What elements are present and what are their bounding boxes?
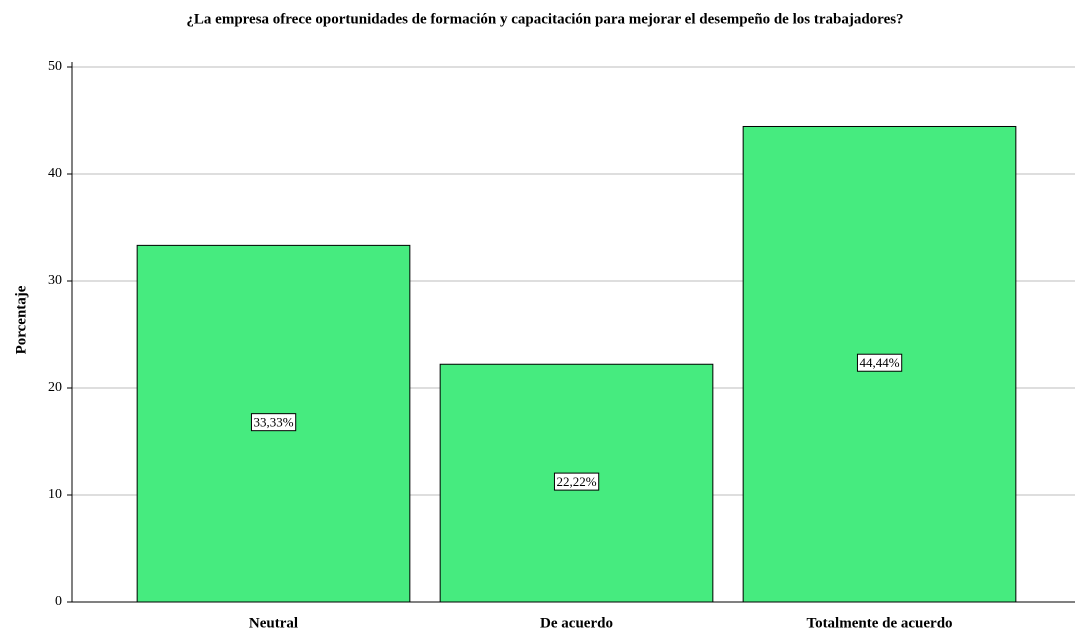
value-label: 22,22%	[556, 474, 596, 489]
y-tick-label: 20	[48, 380, 62, 395]
y-tick-label: 50	[48, 59, 62, 74]
y-tick-label: 30	[48, 273, 62, 288]
y-tick-label: 40	[48, 166, 62, 181]
value-label-box	[553, 472, 600, 491]
y-tick-label: 10	[48, 487, 62, 502]
y-axis-label: Porcentaje	[13, 285, 29, 354]
value-label: 44,44%	[859, 355, 899, 370]
value-label-box	[250, 413, 297, 432]
y-tick-label: 0	[55, 594, 62, 609]
chart-title: ¿La empresa ofrece oportunidades de form…	[186, 11, 903, 27]
x-tick-label: De acuerdo	[540, 615, 613, 631]
x-tick-label: Neutral	[249, 615, 298, 631]
value-label-box	[856, 353, 903, 372]
value-label: 33,33%	[253, 415, 293, 430]
x-tick-label: Totalmente de acuerdo	[806, 615, 952, 631]
